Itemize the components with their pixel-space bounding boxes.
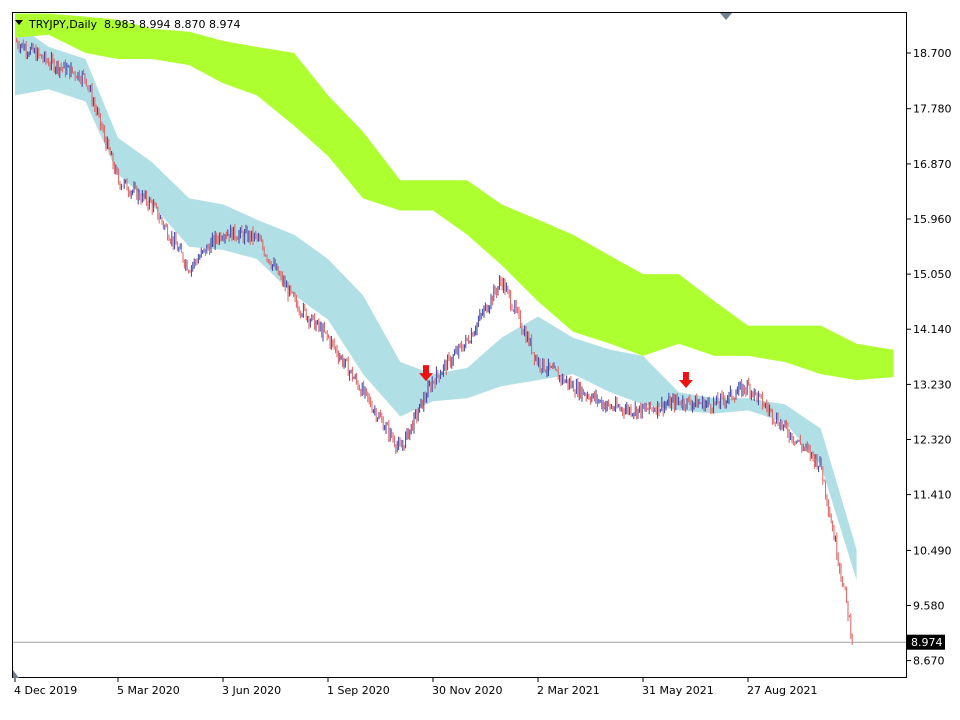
down-arrow-icon bbox=[678, 371, 693, 388]
y-tick-label: 9.580 bbox=[913, 600, 945, 613]
x-tick-label: 4 Dec 2019 bbox=[14, 684, 77, 697]
chart-shift-marker[interactable] bbox=[720, 13, 732, 20]
y-tick-label: 17.780 bbox=[913, 103, 952, 116]
axes: 18.700 17.780 16.870 15.960 15.050 14.140 13.2… bbox=[14, 47, 952, 697]
y-tick-label: 8.670 bbox=[913, 655, 945, 668]
y-tick-label: 15.960 bbox=[913, 213, 952, 226]
y-tick-label: 11.410 bbox=[913, 489, 952, 502]
cloud-green bbox=[15, 13, 894, 381]
cloud-blue bbox=[15, 22, 857, 581]
y-tick-label: 14.140 bbox=[913, 323, 952, 336]
y-tick-label: 10.490 bbox=[913, 544, 952, 557]
x-tick-label: 1 Sep 2020 bbox=[327, 684, 390, 697]
y-tick-label: 13.230 bbox=[913, 378, 952, 391]
x-tick-label: 3 Jun 2020 bbox=[222, 684, 281, 697]
triangle-down-icon[interactable] bbox=[15, 20, 23, 25]
x-tick-label: 31 May 2021 bbox=[642, 684, 714, 697]
signal-arrows bbox=[419, 365, 693, 388]
current-price-label: 8.974 bbox=[911, 636, 943, 649]
down-arrow-icon bbox=[419, 365, 433, 382]
symbol-label: TRYJPY,Daily bbox=[28, 18, 98, 31]
x-tick-label: 30 Nov 2020 bbox=[432, 684, 502, 697]
ichimoku-cloud-layer bbox=[15, 13, 894, 581]
y-tick-label: 12.320 bbox=[913, 434, 952, 447]
plot-frame bbox=[12, 12, 907, 678]
x-tick-label: 27 Aug 2021 bbox=[747, 684, 817, 697]
candlestick-series bbox=[15, 37, 853, 645]
x-tick-label: 5 Mar 2020 bbox=[117, 684, 180, 697]
ohlc-label: 8.983 8.994 8.870 8.974 bbox=[104, 18, 240, 31]
current-price-label-box bbox=[907, 634, 945, 650]
corner-marker bbox=[13, 670, 19, 678]
y-tick-label: 18.700 bbox=[913, 47, 952, 60]
y-tick-label: 16.870 bbox=[913, 158, 952, 171]
y-tick-label: 15.050 bbox=[913, 268, 952, 281]
x-tick-label: 2 Mar 2021 bbox=[537, 684, 600, 697]
